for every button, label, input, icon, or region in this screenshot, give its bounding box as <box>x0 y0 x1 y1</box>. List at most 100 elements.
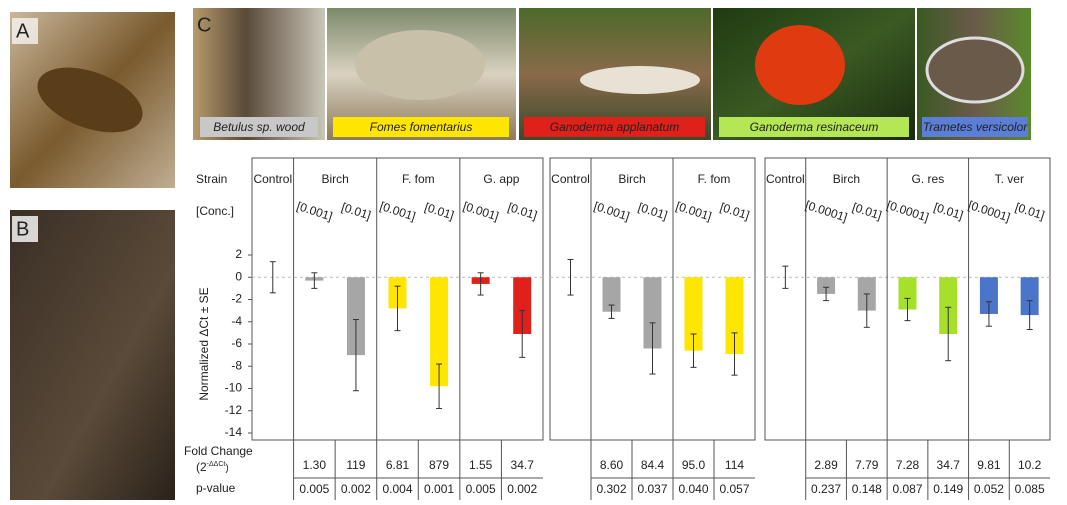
bar <box>725 277 744 355</box>
y-tick-label: -8 <box>231 358 242 372</box>
p-value: 0.005 <box>299 482 329 496</box>
strain-label: G. app <box>483 172 519 186</box>
photo-soil <box>10 210 175 500</box>
fold-change: 7.28 <box>896 458 920 472</box>
conc-label: [0.01] <box>718 200 751 223</box>
fold-change: 2.89 <box>814 458 838 472</box>
row-label: (2-ΔΔCt) <box>196 460 229 474</box>
y-tick-label: 2 <box>235 247 242 261</box>
fold-change: 7.79 <box>855 458 879 472</box>
bar <box>346 277 365 356</box>
p-value: 0.087 <box>892 482 922 496</box>
panel-label: C <box>197 14 211 36</box>
photos <box>10 8 1031 500</box>
strain-label: Birch <box>833 172 860 186</box>
conc-label: [0.01] <box>932 200 965 223</box>
caption-bg <box>333 117 509 137</box>
p-value: 0.148 <box>852 482 882 496</box>
conc-label: [0.001] <box>674 199 713 224</box>
strain-label: Control <box>551 172 590 186</box>
row-label: p-value <box>196 481 236 495</box>
strain-label: F. fom <box>402 172 435 186</box>
bar <box>684 277 703 351</box>
conc-label: [0.001] <box>461 199 500 224</box>
bar <box>1020 277 1039 316</box>
row-label: Strain <box>196 172 227 186</box>
p-value: 0.004 <box>382 482 412 496</box>
p-value: 0.001 <box>424 482 454 496</box>
y-tick-label: -14 <box>225 425 243 439</box>
strain-label: F. fom <box>698 172 731 186</box>
chart-box <box>549 157 756 441</box>
caption: Fomes fomentarius <box>370 120 473 134</box>
bar <box>430 277 449 387</box>
fold-change: 34.7 <box>511 458 535 472</box>
fold-change: 119 <box>346 458 365 472</box>
bar <box>643 277 662 349</box>
row-label: [Conc.] <box>196 204 234 218</box>
conc-label: [0.01] <box>423 200 456 223</box>
conc-label: [0.01] <box>340 200 373 223</box>
p-value: 0.085 <box>1015 482 1045 496</box>
panel-label: B <box>16 218 29 240</box>
fold-change: 10.2 <box>1018 458 1042 472</box>
fold-change: 1.55 <box>469 458 493 472</box>
fold-change: 114 <box>725 458 744 472</box>
fold-change: 1.30 <box>303 458 327 472</box>
strain-label: Birch <box>618 172 645 186</box>
y-tick-label: -6 <box>231 336 242 350</box>
panel-label: A <box>16 20 30 42</box>
conc-label: [0.001] <box>295 199 334 224</box>
fold-change: 84.4 <box>641 458 665 472</box>
fold-change: 34.7 <box>937 458 961 472</box>
fungus-shape <box>755 25 845 105</box>
caption-bg <box>200 117 318 137</box>
fold-change: 9.81 <box>977 458 1001 472</box>
fungus-shape <box>580 66 700 94</box>
strain-label: Control <box>253 172 292 186</box>
y-axis-label: Normalized ΔCt ± SE <box>197 287 211 400</box>
bar <box>979 277 998 314</box>
y-tick-label: -4 <box>231 314 242 328</box>
formula-part: (2 <box>196 460 207 474</box>
p-value: 0.302 <box>596 482 626 496</box>
label-bg <box>12 216 38 242</box>
row-label: Fold Change <box>184 444 253 458</box>
p-value: 0.040 <box>678 482 708 496</box>
conc-label: [0.01] <box>636 200 669 223</box>
strain-label: Birch <box>321 172 348 186</box>
caption: Ganoderma resinaceum <box>750 120 879 134</box>
bar <box>939 277 958 334</box>
fungus-shape <box>925 36 1025 104</box>
conc-label: [0.0001] <box>966 198 1012 225</box>
caption-bg <box>719 117 909 137</box>
p-value: 0.057 <box>719 482 749 496</box>
label-bg <box>12 18 38 44</box>
strain-label: G. res <box>912 172 945 186</box>
p-value: 0.002 <box>507 482 537 496</box>
bar <box>898 277 917 310</box>
conc-label: [0.01] <box>851 200 884 223</box>
bee-shape <box>37 67 143 133</box>
y-tick-label: -2 <box>231 292 242 306</box>
formula-part: -ΔΔCt <box>207 461 226 468</box>
p-value: 0.052 <box>974 482 1004 496</box>
p-value: 0.237 <box>811 482 841 496</box>
conc-label: [0.001] <box>592 199 631 224</box>
fungus-shape <box>355 30 485 100</box>
fold-change: 95.0 <box>682 458 706 472</box>
conc-label: [0.0001] <box>804 198 850 225</box>
caption: Ganoderma applanatum <box>550 120 679 134</box>
fold-change: 8.60 <box>600 458 624 472</box>
y-tick-label: -12 <box>225 403 243 417</box>
conc-label: [0.0001] <box>885 198 931 225</box>
bar <box>513 277 532 334</box>
p-value: 0.005 <box>466 482 496 496</box>
strain-label: Control <box>766 172 805 186</box>
y-tick-label: 0 <box>235 269 242 283</box>
caption: Trametes versicolor <box>923 120 1028 134</box>
strain-label: T. ver <box>995 172 1024 186</box>
caption: Betulus sp. wood <box>213 120 305 134</box>
caption-bg <box>524 117 705 137</box>
